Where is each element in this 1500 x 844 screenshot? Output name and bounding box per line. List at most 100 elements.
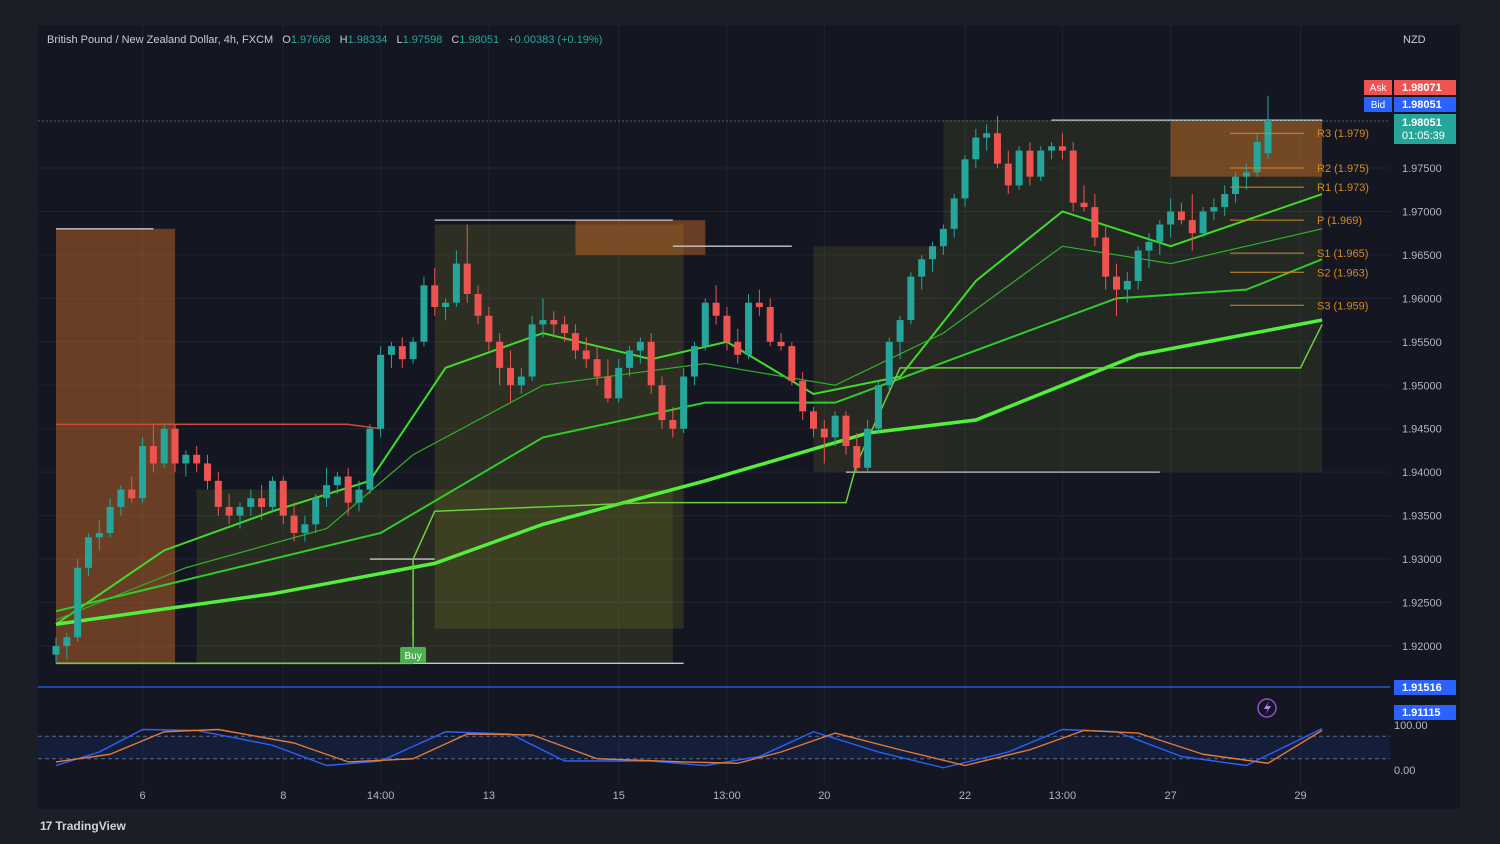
candle-down (474, 294, 482, 316)
candle-down (1069, 150, 1077, 203)
high-value: 1.98334 (347, 34, 388, 46)
pivot-label: R2 (1.975) (1317, 163, 1369, 175)
candle-up (247, 498, 255, 507)
ask-tag (1364, 80, 1392, 95)
candle-down (398, 346, 406, 360)
candle-down (723, 315, 731, 342)
price-line-1-box (1394, 680, 1456, 695)
candle-up (387, 346, 395, 355)
candle-up (939, 228, 947, 247)
x-tick-label: 13:00 (713, 790, 741, 802)
candle-down (1091, 207, 1099, 238)
y-tick-label: 1.93500 (1402, 511, 1442, 523)
low-label: L (396, 34, 403, 46)
x-tick-label: 20 (818, 790, 830, 802)
candle-up (874, 385, 882, 429)
candle-down (225, 506, 233, 516)
candle-up (301, 524, 309, 533)
candle-up (1123, 280, 1131, 290)
candle-up (528, 324, 536, 377)
y-tick-label: 1.92500 (1402, 598, 1442, 610)
candle-up (106, 506, 114, 533)
candle-up (983, 133, 991, 138)
candle-up (1221, 194, 1229, 208)
chart-header: British Pound / New Zealand Dollar, 4h, … (47, 34, 602, 46)
candle-down (820, 428, 828, 438)
pivot-label: S3 (1.959) (1317, 300, 1368, 312)
range-zone (56, 228, 176, 664)
candle-up (918, 259, 926, 277)
candle-down (290, 515, 298, 533)
y-tick-label: 1.94500 (1402, 424, 1442, 436)
ask-value: 1.98071 (1402, 82, 1442, 94)
y-tick-label: 1.95000 (1402, 380, 1442, 392)
x-tick-label: 13:00 (1049, 790, 1077, 802)
candle-down (853, 446, 861, 468)
candle-up (268, 480, 276, 507)
candle-up (517, 376, 525, 386)
candle-up (1015, 150, 1023, 186)
candle-up (420, 285, 428, 342)
high-label: H (339, 34, 348, 46)
candle-up (701, 302, 709, 347)
price-line-2-value: 1.91115 (1402, 707, 1441, 719)
candle-up (84, 537, 92, 568)
candle-up (409, 341, 417, 360)
stoch-y-tick: 100.00 (1394, 720, 1428, 732)
candle-down (755, 302, 763, 308)
candle-down (658, 385, 666, 421)
y-tick-label: 1.96000 (1402, 293, 1442, 305)
candle-up (950, 198, 958, 229)
pivot-label: R3 (1.979) (1317, 128, 1369, 140)
ask-box (1394, 80, 1456, 95)
candle-down (344, 476, 352, 503)
candle-down (214, 480, 222, 507)
candle-down (810, 411, 817, 429)
y-tick-label: 1.97000 (1402, 206, 1442, 218)
candle-up (680, 376, 688, 429)
candle-down (1004, 163, 1012, 186)
candle-down (507, 367, 514, 386)
candle-down (193, 454, 201, 464)
candle-up (442, 302, 450, 308)
candle-down (582, 350, 590, 360)
x-tick-label: 29 (1294, 790, 1306, 802)
symbol-title: British Pound / New Zealand Dollar, 4h, … (47, 34, 274, 46)
candle-up (95, 532, 103, 538)
candle-down (777, 341, 785, 347)
candle-up (907, 276, 915, 321)
change-value: +0.00383 (+0.19%) (508, 34, 603, 46)
candle-up (1037, 150, 1045, 177)
candle-up (615, 367, 623, 399)
candle-up (182, 454, 190, 464)
candle-down (258, 498, 266, 507)
candle-up (539, 320, 547, 325)
candle-down (993, 133, 1001, 164)
bid-tag (1364, 97, 1392, 112)
candle-up (377, 354, 385, 429)
buy-signal-badge (400, 646, 427, 663)
bid-tag-label: Bid (1371, 100, 1385, 111)
candle-down (799, 380, 807, 412)
candle-up (929, 246, 937, 260)
candle-up (452, 263, 460, 303)
price-chart[interactable]: Buy R3 (1.979) R2 (1.975) R1 (1.973) P (1.96… (38, 25, 1460, 809)
currency-label: NZD (1403, 34, 1426, 46)
candle-down (279, 480, 287, 516)
range-zone (575, 220, 706, 255)
candle-down (550, 320, 558, 325)
candle-up (333, 476, 341, 486)
candle-up (885, 341, 893, 386)
brand[interactable]: 17 TradingView (40, 819, 126, 833)
candle-up (63, 637, 71, 646)
candle-up (139, 446, 147, 499)
y-tick-label: 1.94000 (1402, 467, 1442, 479)
price-line-1-value: 1.91516 (1402, 682, 1442, 694)
candle-up (236, 506, 244, 516)
candle-down (485, 315, 493, 342)
candle-up (626, 350, 634, 368)
x-tick-label: 15 (613, 790, 625, 802)
candle-down (1113, 276, 1120, 290)
candle-up (160, 428, 168, 464)
candle-up (355, 489, 363, 503)
